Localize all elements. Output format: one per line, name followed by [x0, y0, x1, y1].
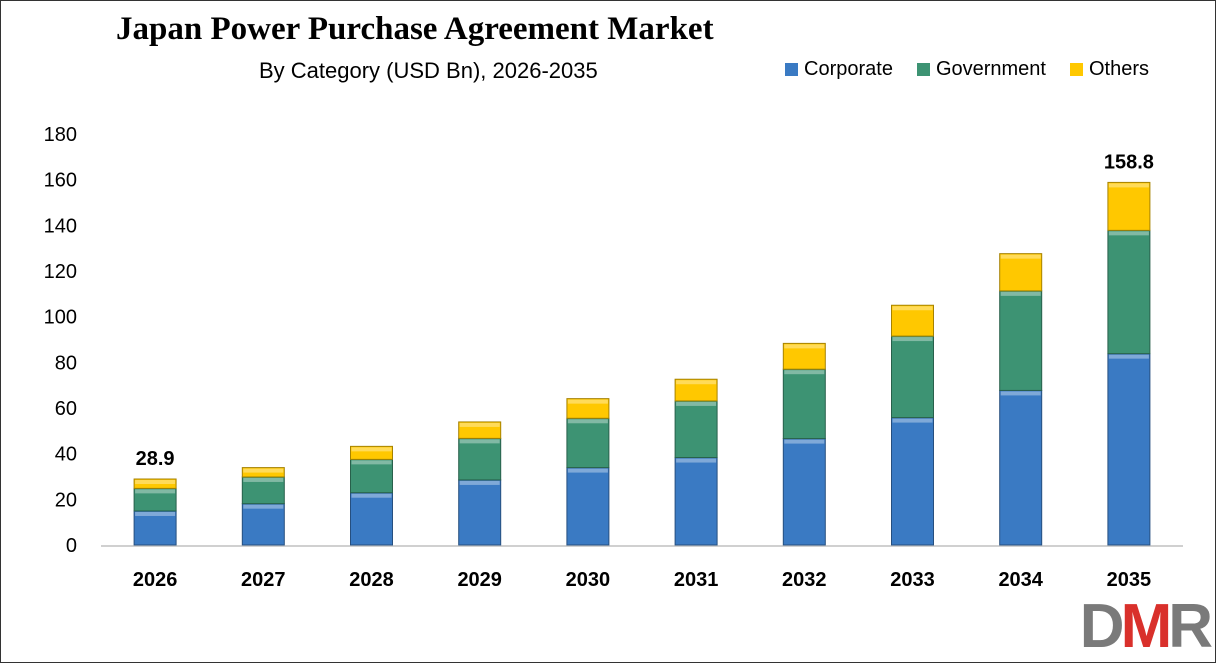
bar-segment-highlight — [1000, 254, 1041, 259]
bar-segment-highlight — [243, 477, 284, 482]
bar-segment-highlight — [892, 337, 933, 342]
dmr-logo: DMR — [1080, 596, 1213, 658]
bar-segment-government — [891, 335, 934, 419]
bar-segment-highlight — [135, 511, 176, 516]
y-tick-label: 180 — [44, 124, 77, 146]
bar-segment-corporate — [999, 389, 1043, 546]
bar-segment-highlight — [459, 439, 500, 444]
bar-segment-highlight — [1000, 391, 1041, 396]
bar-segment-corporate — [241, 503, 285, 546]
bar-segment-highlight — [459, 422, 500, 427]
bar-segment-others — [999, 253, 1043, 292]
bar-segment-highlight — [135, 480, 176, 485]
bar-segment-highlight — [351, 493, 392, 498]
x-tick-label: 2029 — [457, 569, 502, 591]
legend-label: Others — [1089, 58, 1150, 80]
bar-segment-highlight — [676, 401, 717, 406]
bar-segment-government — [458, 437, 502, 481]
chart-subtitle: By Category (USD Bn), 2026-2035 — [259, 58, 598, 83]
bar-segment-corporate — [1107, 353, 1151, 546]
bar-segment-highlight — [1108, 231, 1149, 236]
bar-segment-highlight — [243, 468, 284, 473]
bar-segment-others — [674, 378, 718, 402]
y-tick-label: 0 — [66, 535, 77, 557]
bar-segment-corporate — [674, 457, 718, 546]
bar-segment-corporate — [133, 510, 177, 546]
x-tick-label: 2026 — [133, 569, 178, 591]
bar-segment-government — [350, 458, 393, 494]
bar-segment-government — [1107, 229, 1151, 355]
y-tick-label: 80 — [55, 352, 77, 374]
y-tick-label: 120 — [44, 261, 77, 283]
x-tick-label: 2034 — [998, 569, 1043, 591]
bar-segment-highlight — [676, 380, 717, 385]
bar-segment-highlight — [567, 419, 608, 424]
bar-segment-highlight — [676, 458, 717, 463]
legend-item-corporate: Corporate — [785, 58, 893, 81]
bar-segment-highlight — [351, 460, 392, 465]
y-tick-label: 20 — [55, 489, 77, 511]
bar-segment-highlight — [892, 306, 933, 311]
bar-segment-highlight — [784, 370, 825, 375]
x-tick-label: 2035 — [1107, 569, 1152, 591]
bar-segment-highlight — [459, 480, 500, 485]
x-tick-label: 2030 — [566, 569, 611, 591]
bar-segment-highlight — [784, 344, 825, 349]
bar-segment-highlight — [1000, 291, 1041, 296]
bar-segment-highlight — [567, 468, 608, 473]
y-tick-label: 40 — [55, 444, 77, 466]
chart-title: Japan Power Purchase Agreement Market — [116, 11, 714, 47]
legend-swatch-corporate — [785, 63, 798, 76]
legend: Corporate Government Others — [785, 58, 1149, 81]
y-tick-label: 60 — [55, 398, 77, 420]
bar-segment-highlight — [243, 504, 284, 509]
bar-segment-corporate — [350, 492, 393, 546]
logo-letter: D — [1079, 592, 1125, 661]
x-tick-label: 2033 — [890, 569, 935, 591]
y-tick-label: 160 — [44, 170, 77, 192]
legend-item-others: Others — [1070, 58, 1149, 81]
bar-segment-highlight — [784, 439, 825, 444]
y-tick-label: 140 — [44, 215, 77, 237]
bar-segment-corporate — [782, 438, 826, 546]
bar-segment-highlight — [892, 418, 933, 423]
bar-segment-corporate — [891, 417, 934, 546]
x-tick-label: 2028 — [349, 569, 394, 591]
logo-letter: M — [1120, 592, 1173, 661]
bar-segment-government — [782, 368, 826, 440]
x-tick-label: 2032 — [782, 569, 827, 591]
bar-segment-highlight — [567, 399, 608, 404]
y-tick-label: 100 — [44, 307, 77, 329]
bar-segment-corporate — [566, 467, 610, 546]
x-tick-label: 2031 — [674, 569, 719, 591]
legend-label: Corporate — [804, 58, 893, 80]
bar-segment-government — [999, 290, 1043, 391]
data-label: 28.9 — [136, 448, 175, 470]
legend-swatch-government — [916, 63, 930, 76]
data-label: 158.8 — [1104, 151, 1154, 173]
bar-segment-government — [566, 417, 610, 469]
legend-swatch-others — [1070, 63, 1083, 76]
logo-letter: R — [1168, 592, 1213, 661]
bar-segment-highlight — [351, 447, 392, 452]
bar-segment-government — [674, 400, 718, 459]
bar-segment-others — [891, 304, 934, 337]
legend-item-government: Government — [916, 58, 1046, 81]
bar-segment-highlight — [1108, 354, 1149, 359]
bar-segment-others — [1107, 181, 1151, 231]
bar-segment-highlight — [1108, 183, 1149, 188]
x-tick-label: 2027 — [241, 569, 286, 591]
legend-label: Government — [935, 58, 1046, 80]
bar-segment-highlight — [135, 489, 176, 494]
bar-segment-corporate — [458, 479, 502, 546]
